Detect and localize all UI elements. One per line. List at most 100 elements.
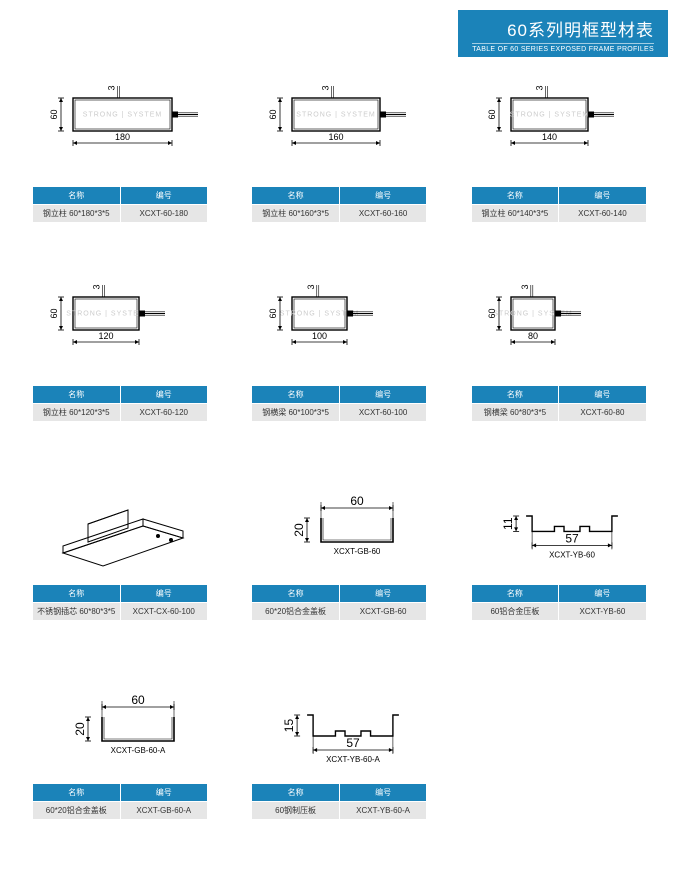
- svg-text:20: 20: [73, 722, 87, 736]
- profile-cell: STRONG | SYSTEM 60 1003 名称 编号 钢横梁 60*100…: [251, 269, 442, 422]
- svg-text:20: 20: [292, 523, 306, 537]
- title-en: TABLE OF 60 SERIES EXPOSED FRAME PROFILE…: [472, 43, 654, 53]
- col-code-header: 编号: [340, 187, 427, 204]
- profile-diagram: STRONG | SYSTEM 60 160 3: [251, 70, 442, 180]
- profile-diagram: [32, 468, 223, 578]
- profile-diagram: STRONG | SYSTEM 60 1003: [251, 269, 442, 379]
- svg-text:STRONG | SYSTEM: STRONG | SYSTEM: [510, 112, 589, 119]
- profile-cell: STRONG | SYSTEM 60 1803 名称 编号 钢立柱 60*180…: [32, 70, 223, 223]
- profile-cell: STRONG | SYSTEM 60 1403 名称 编号 钢立柱 60*140…: [471, 70, 662, 223]
- svg-text:60: 60: [268, 109, 278, 119]
- profile-cell: 名称 编号 不锈钢插芯 60*80*3*5 XCXT-CX-60-100: [32, 468, 223, 621]
- svg-text:140: 140: [542, 132, 557, 142]
- profile-spec-table: 名称 编号 钢立柱 60*140*3*5 XCXT-60-140: [471, 186, 647, 223]
- svg-text:3: 3: [91, 284, 101, 289]
- profile-cell: STRONG | SYSTEM 60 160 3 名称 编号 钢立柱 60*160…: [251, 70, 442, 223]
- svg-text:57: 57: [566, 531, 580, 545]
- col-code-header: 编号: [121, 784, 208, 801]
- profile-spec-table: 名称 编号 60钢制压板 XCXT-YB-60-A: [251, 783, 427, 820]
- svg-text:180: 180: [115, 132, 130, 142]
- profile-diagram: 60 20XCXT-GB-60: [251, 468, 442, 578]
- svg-text:15: 15: [282, 719, 296, 733]
- svg-text:11: 11: [501, 517, 515, 530]
- svg-text:120: 120: [98, 331, 113, 341]
- profile-cell: 57 15 XCXT-YB-60-A 名称 编号 60钢制压板 XCXT-YB-6…: [251, 667, 442, 820]
- col-code-header: 编号: [340, 386, 427, 403]
- profile-name: 60*20铝合金盖板: [252, 603, 339, 620]
- profile-cell: 57 11 XCXT-YB-60 名称 编号 60铝合金压板 XCXT-YB-60: [471, 468, 662, 621]
- col-name-header: 名称: [33, 187, 120, 204]
- profile-code: XCXT-60-180: [121, 205, 208, 222]
- col-name-header: 名称: [252, 187, 339, 204]
- profile-spec-table: 名称 编号 60铝合金压板 XCXT-YB-60: [471, 584, 647, 621]
- profile-name: 钢横梁 60*100*3*5: [252, 404, 339, 421]
- col-name-header: 名称: [252, 386, 339, 403]
- profile-code: XCXT-60-140: [559, 205, 646, 222]
- svg-text:XCXT-YB-60-A: XCXT-YB-60-A: [326, 755, 380, 764]
- svg-text:160: 160: [328, 132, 343, 142]
- profile-name: 钢立柱 60*160*3*5: [252, 205, 339, 222]
- profile-diagram: STRONG | SYSTEM 60 120 3: [32, 269, 223, 379]
- profile-spec-table: 名称 编号 60*20铝合金盖板 XCXT-GB-60-A: [32, 783, 208, 820]
- col-name-header: 名称: [33, 585, 120, 602]
- profile-cell: STRONG | SYSTEM 60 120 3 名称 编号 钢立柱 60*120…: [32, 269, 223, 422]
- profile-code: XCXT-GB-60: [340, 603, 427, 620]
- svg-text:60: 60: [268, 308, 278, 318]
- profile-grid: STRONG | SYSTEM 60 180 3 名称 编号 钢立柱 60*180…: [32, 70, 662, 820]
- profile-code: XCXT-60-100: [340, 404, 427, 421]
- profile-spec-table: 名称 编号 钢横梁 60*80*3*5 XCXT-60-80: [471, 385, 647, 422]
- profile-cell: 60 20XCXT-GB-60 名称 编号 60*20铝合金盖板 XCXT-GB…: [251, 468, 442, 621]
- svg-text:3: 3: [306, 284, 316, 289]
- profile-code: XCXT-60-160: [340, 205, 427, 222]
- profile-diagram: 57 15 XCXT-YB-60-A: [251, 667, 442, 777]
- profile-diagram: STRONG | SYSTEM 60 1403: [471, 70, 662, 180]
- svg-text:57: 57: [346, 736, 360, 750]
- profile-name: 钢立柱 60*120*3*5: [33, 404, 120, 421]
- col-name-header: 名称: [33, 386, 120, 403]
- col-code-header: 编号: [121, 585, 208, 602]
- profile-name: 钢横梁 60*80*3*5: [472, 404, 559, 421]
- svg-text:3: 3: [106, 85, 116, 90]
- svg-text:XCXT-GB-60: XCXT-GB-60: [334, 547, 381, 556]
- col-name-header: 名称: [472, 585, 559, 602]
- profile-code: XCXT-YB-60-A: [340, 802, 427, 819]
- col-code-header: 编号: [340, 784, 427, 801]
- svg-text:80: 80: [528, 331, 538, 341]
- col-name-header: 名称: [472, 187, 559, 204]
- profile-spec-table: 名称 编号 钢立柱 60*180*3*5 XCXT-60-180: [32, 186, 208, 223]
- title-banner: 60系列明框型材表 TABLE OF 60 SERIES EXPOSED FRA…: [458, 10, 668, 57]
- profile-spec-table: 名称 编号 钢立柱 60*160*3*5 XCXT-60-160: [251, 186, 427, 223]
- profile-name: 60*20铝合金盖板: [33, 802, 120, 819]
- profile-cell: 60 20 XCXT-GB-60-A 名称 编号 60*20铝合金盖板 XCXT-…: [32, 667, 223, 820]
- col-code-header: 编号: [559, 585, 646, 602]
- svg-text:60: 60: [131, 693, 145, 707]
- profile-name: 钢立柱 60*180*3*5: [33, 205, 120, 222]
- profile-diagram: 60 20 XCXT-GB-60-A: [32, 667, 223, 777]
- profile-spec-table: 名称 编号 60*20铝合金盖板 XCXT-GB-60: [251, 584, 427, 621]
- svg-text:STRONG | SYSTEM: STRONG | SYSTEM: [296, 112, 375, 119]
- col-name-header: 名称: [252, 585, 339, 602]
- svg-text:60: 60: [487, 109, 497, 119]
- profile-name: 不锈钢插芯 60*80*3*5: [33, 603, 120, 620]
- svg-text:100: 100: [312, 331, 327, 341]
- profile-name: 钢立柱 60*140*3*5: [472, 205, 559, 222]
- col-name-header: 名称: [252, 784, 339, 801]
- profile-code: XCXT-60-80: [559, 404, 646, 421]
- profile-spec-table: 名称 编号 不锈钢插芯 60*80*3*5 XCXT-CX-60-100: [32, 584, 208, 621]
- svg-text:STRONG | SYSTEM: STRONG | SYSTEM: [82, 112, 161, 119]
- profile-diagram: STRONG | SYSTEM 60 803: [471, 269, 662, 379]
- svg-text:3: 3: [321, 85, 331, 90]
- svg-text:XCXT-YB-60: XCXT-YB-60: [549, 550, 595, 559]
- svg-text:STRONG | SYSTEM: STRONG | SYSTEM: [66, 311, 145, 318]
- profile-code: XCXT-CX-60-100: [121, 603, 208, 620]
- svg-text:60: 60: [49, 308, 59, 318]
- svg-text:60: 60: [487, 308, 497, 318]
- profile-code: XCXT-YB-60: [559, 603, 646, 620]
- profile-name: 60钢制压板: [252, 802, 339, 819]
- col-code-header: 编号: [559, 386, 646, 403]
- col-code-header: 编号: [121, 386, 208, 403]
- col-name-header: 名称: [33, 784, 120, 801]
- svg-text:XCXT-GB-60-A: XCXT-GB-60-A: [110, 746, 165, 755]
- profile-spec-table: 名称 编号 钢横梁 60*100*3*5 XCXT-60-100: [251, 385, 427, 422]
- svg-text:3: 3: [520, 284, 530, 289]
